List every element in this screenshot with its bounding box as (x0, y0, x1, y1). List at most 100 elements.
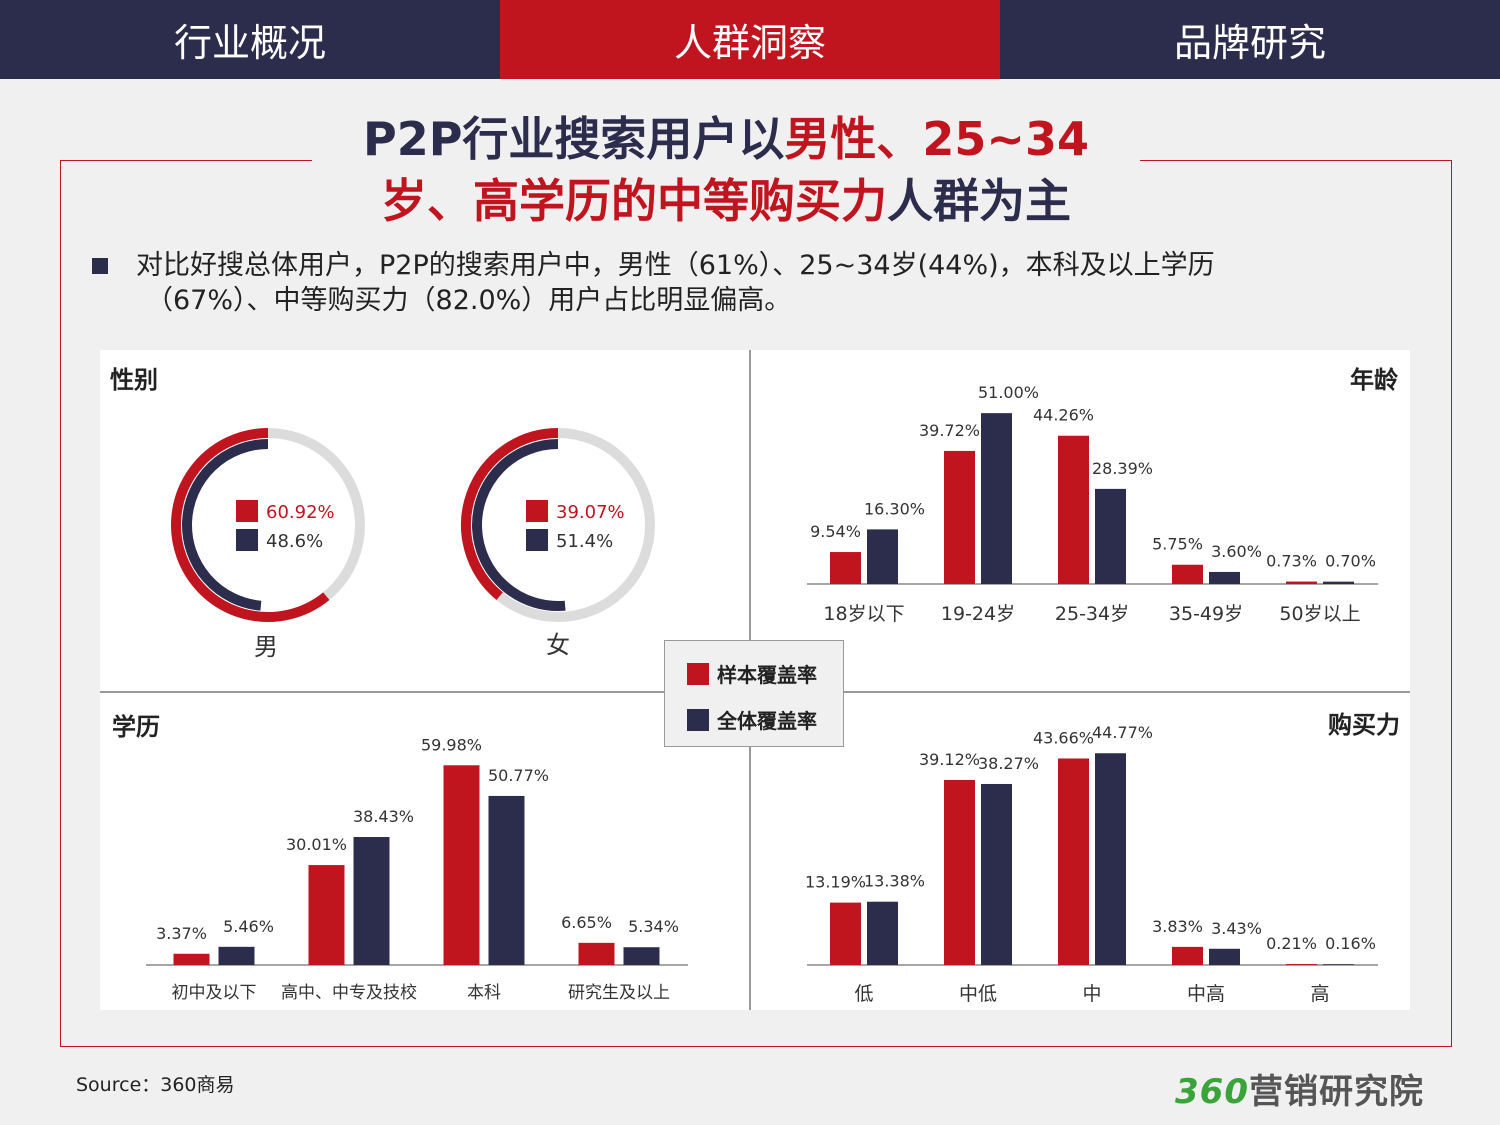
bar-overall-label: 44.77% (1092, 723, 1153, 742)
bar-sample (1172, 564, 1203, 584)
bar-overall (1323, 581, 1354, 584)
bar-sample-label: 0.73% (1266, 552, 1317, 571)
bar-sample-label: 39.12% (919, 750, 980, 769)
title-highlight: 男性、25~34 (784, 112, 1089, 166)
tab-brand-research[interactable]: 品牌研究 (1000, 0, 1500, 79)
bar-overall (353, 837, 390, 965)
ring-legend-swatch-sample (526, 500, 548, 522)
bar-overall-label: 5.46% (223, 917, 274, 936)
bar-sample (830, 902, 861, 965)
bar-overall (218, 946, 255, 965)
bar-sample-label: 43.66% (1033, 728, 1094, 747)
category-label: 50岁以上 (1279, 603, 1360, 625)
square-bullet-icon (92, 258, 108, 274)
page-title: P2P行业搜索用户以男性、25~34 岁、高学历的中等购买力人群为主 (312, 108, 1140, 238)
title-line-1: P2P行业搜索用户以男性、25~34 (312, 108, 1140, 170)
source-note: Source：360商易 (76, 1074, 235, 1096)
ring-overall-arc (472, 439, 566, 611)
title-line-2: 岁、高学历的中等购买力人群为主 (312, 170, 1140, 232)
title-part: P2P行业搜索用户以 (362, 112, 785, 166)
ring-category-label: 女 (546, 631, 570, 659)
bar-sample (578, 942, 615, 965)
ring-overall-value: 51.4% (556, 531, 613, 552)
ring-sample-value: 39.07% (556, 502, 625, 523)
category-label: 中低 (959, 983, 997, 1005)
bar-overall (981, 413, 1012, 584)
bar-overall-label: 0.70% (1325, 552, 1376, 571)
bar-overall (1209, 571, 1240, 584)
bar-sample-label: 3.83% (1152, 917, 1203, 936)
ring-legend-swatch-overall (236, 529, 258, 551)
brand-logo: 360营销研究院 (1175, 1064, 1424, 1113)
bar-sample-label: 9.54% (810, 522, 861, 541)
summary-bullet: 对比好搜总体用户，P2P的搜索用户中，男性（61%）、25~34岁(44%)，本… (92, 248, 1422, 318)
bar-sample-label: 3.37% (156, 924, 207, 943)
purchase-power-panel-title: 购买力 (1328, 711, 1400, 739)
bar-sample (830, 552, 861, 584)
top-nav: 行业概况 人群洞察 品牌研究 (0, 0, 1500, 79)
bar-overall-label: 5.34% (628, 917, 679, 936)
legend-swatch-overall (687, 708, 709, 731)
category-label: 35-49岁 (1169, 603, 1243, 625)
bar-overall (867, 529, 898, 584)
ring-legend-swatch-overall (526, 529, 548, 551)
ring-overall-arc (182, 439, 269, 611)
bar-overall (488, 795, 525, 965)
brand-text: 营销研究院 (1248, 1072, 1424, 1112)
bar-overall (623, 947, 660, 965)
age-panel-title: 年龄 (1350, 366, 1398, 394)
ring-legend-swatch-sample (236, 500, 258, 522)
bar-sample (173, 953, 210, 965)
bar-sample (1286, 964, 1317, 965)
category-label: 低 (854, 983, 873, 1005)
bar-overall (867, 901, 898, 965)
brand-number: 360 (1175, 1072, 1249, 1112)
category-label: 18岁以下 (823, 603, 904, 625)
title-part: 人群为主 (887, 174, 1071, 228)
legend-overall: 全体覆盖率 (687, 705, 817, 734)
bar-overall (1095, 753, 1126, 965)
legend-sample: 样本覆盖率 (687, 659, 817, 688)
bar-sample (308, 865, 345, 965)
tab-audience-insight[interactable]: 人群洞察 (500, 0, 1000, 79)
category-label: 初中及以下 (172, 983, 257, 1003)
bar-overall-label: 3.60% (1211, 542, 1262, 561)
bar-overall (1095, 488, 1126, 584)
bar-sample-label: 6.65% (561, 913, 612, 932)
legend-swatch-sample (687, 662, 709, 685)
ring-sample-arc (461, 428, 559, 601)
category-label: 本科 (467, 983, 501, 1003)
bar-sample (944, 779, 975, 965)
bar-overall-label: 16.30% (864, 499, 925, 518)
bar-sample (1058, 435, 1089, 584)
gender-panel-title: 性别 (110, 366, 158, 394)
category-label: 高 (1310, 983, 1329, 1005)
category-label: 19-24岁 (941, 603, 1015, 625)
bar-overall (1323, 964, 1354, 965)
ring-overall-value: 48.6% (266, 531, 323, 552)
category-label: 高中、中专及技校 (281, 983, 417, 1003)
tab-industry-overview[interactable]: 行业概况 (0, 0, 500, 79)
bar-overall (981, 783, 1012, 965)
category-label: 中 (1082, 983, 1101, 1005)
category-label: 研究生及以上 (568, 983, 670, 1003)
bar-sample-label: 44.26% (1033, 406, 1094, 425)
bar-sample (1286, 581, 1317, 584)
education-panel-title: 学历 (112, 713, 160, 741)
ring-sample-arc (171, 428, 330, 622)
bar-sample (944, 450, 975, 584)
title-highlight: 岁、高学历的中等购买力 (381, 174, 887, 228)
summary-line-2: （67%）、中等购买力（82.0%）用户占比明显偏高。 (146, 285, 792, 316)
bar-sample-label: 39.72% (919, 421, 980, 440)
bar-overall (1209, 948, 1240, 965)
category-label: 25-34岁 (1055, 603, 1129, 625)
summary-line-1: 对比好搜总体用户，P2P的搜索用户中，男性（61%）、25~34岁(44%)，本… (136, 250, 1215, 281)
bar-overall-label: 28.39% (1092, 459, 1153, 478)
category-label: 中高 (1187, 983, 1225, 1005)
ring-category-label: 男 (254, 633, 278, 661)
bar-sample (1172, 946, 1203, 965)
legend-overall-label: 全体覆盖率 (717, 709, 817, 733)
bar-sample-label: 5.75% (1152, 535, 1203, 554)
bar-overall-label: 38.27% (978, 754, 1039, 773)
